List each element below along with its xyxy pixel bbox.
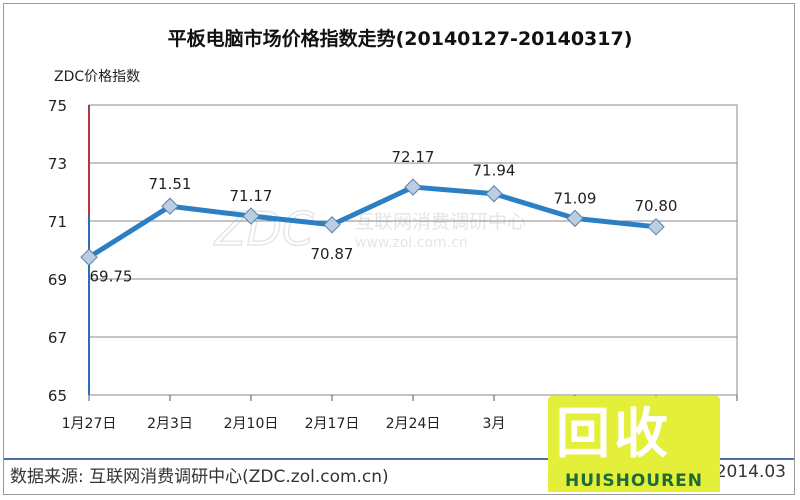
data-label: 71.09 xyxy=(554,189,597,207)
data-label: 71.51 xyxy=(149,175,192,193)
data-point-marker xyxy=(647,218,665,236)
series-line xyxy=(87,184,657,260)
y-tick-label: 71 xyxy=(48,213,67,231)
x-tick-label: 2月17日 xyxy=(305,416,360,432)
watermark-url: www.zol.com.cn xyxy=(355,235,468,251)
y-axis-label: ZDC价格指数 xyxy=(54,69,141,85)
y-tick-label: 69 xyxy=(48,271,67,289)
data-point-marker xyxy=(566,209,584,228)
data-point-marker xyxy=(242,207,260,225)
data-label: 71.94 xyxy=(473,162,516,180)
x-tick-label: 2月10日 xyxy=(224,416,279,432)
chart-title: 平板电脑市场价格指数走势(20140127-20140317) xyxy=(167,28,633,50)
data-source: 数据来源: 互联网消费调研中心(ZDC.zol.com.cn) xyxy=(10,467,389,487)
y-tick-label: 73 xyxy=(48,155,67,173)
publish-date: 2014.03 xyxy=(715,462,786,482)
data-point-marker xyxy=(404,178,422,196)
y-tick-label: 75 xyxy=(48,97,67,115)
data-label: 72.17 xyxy=(392,148,435,166)
data-label: 69.75 xyxy=(90,267,133,285)
y-tick-label: 67 xyxy=(48,329,67,347)
y-tick-label: 65 xyxy=(48,387,67,405)
data-label: 70.80 xyxy=(635,197,678,215)
x-tick-label: 1月27日 xyxy=(62,416,117,432)
data-point-marker xyxy=(80,248,98,266)
watermark-brand: ZDC xyxy=(213,202,314,256)
site-logo: 回收 HUISHOUREN xyxy=(548,396,720,494)
data-point-marker xyxy=(485,185,503,203)
logo-sub-text: HUISHOUREN xyxy=(548,470,720,492)
logo-main-text: 回收 xyxy=(556,402,672,465)
x-tick-label: 2月3日 xyxy=(147,416,193,432)
data-point-marker xyxy=(161,197,179,215)
x-tick-label: 2月24日 xyxy=(386,416,441,432)
x-tick-label: 3月 xyxy=(483,416,506,432)
watermark-text: 互联网消费调研中心 xyxy=(355,211,526,233)
data-label: 70.87 xyxy=(311,245,354,263)
chart-frame xyxy=(3,3,795,495)
watermark: ZDC 互联网消费调研中心 www.zol.com.cn xyxy=(212,201,526,256)
label-layer: 69.75 71.51 71.17 70.87 72.17 71.94 71.09 70.80 xyxy=(90,148,678,285)
data-point-marker xyxy=(323,216,341,234)
footer-rule xyxy=(4,458,794,492)
logo-background xyxy=(548,396,720,472)
data-label: 71.17 xyxy=(230,187,273,205)
series-layer xyxy=(80,178,665,266)
